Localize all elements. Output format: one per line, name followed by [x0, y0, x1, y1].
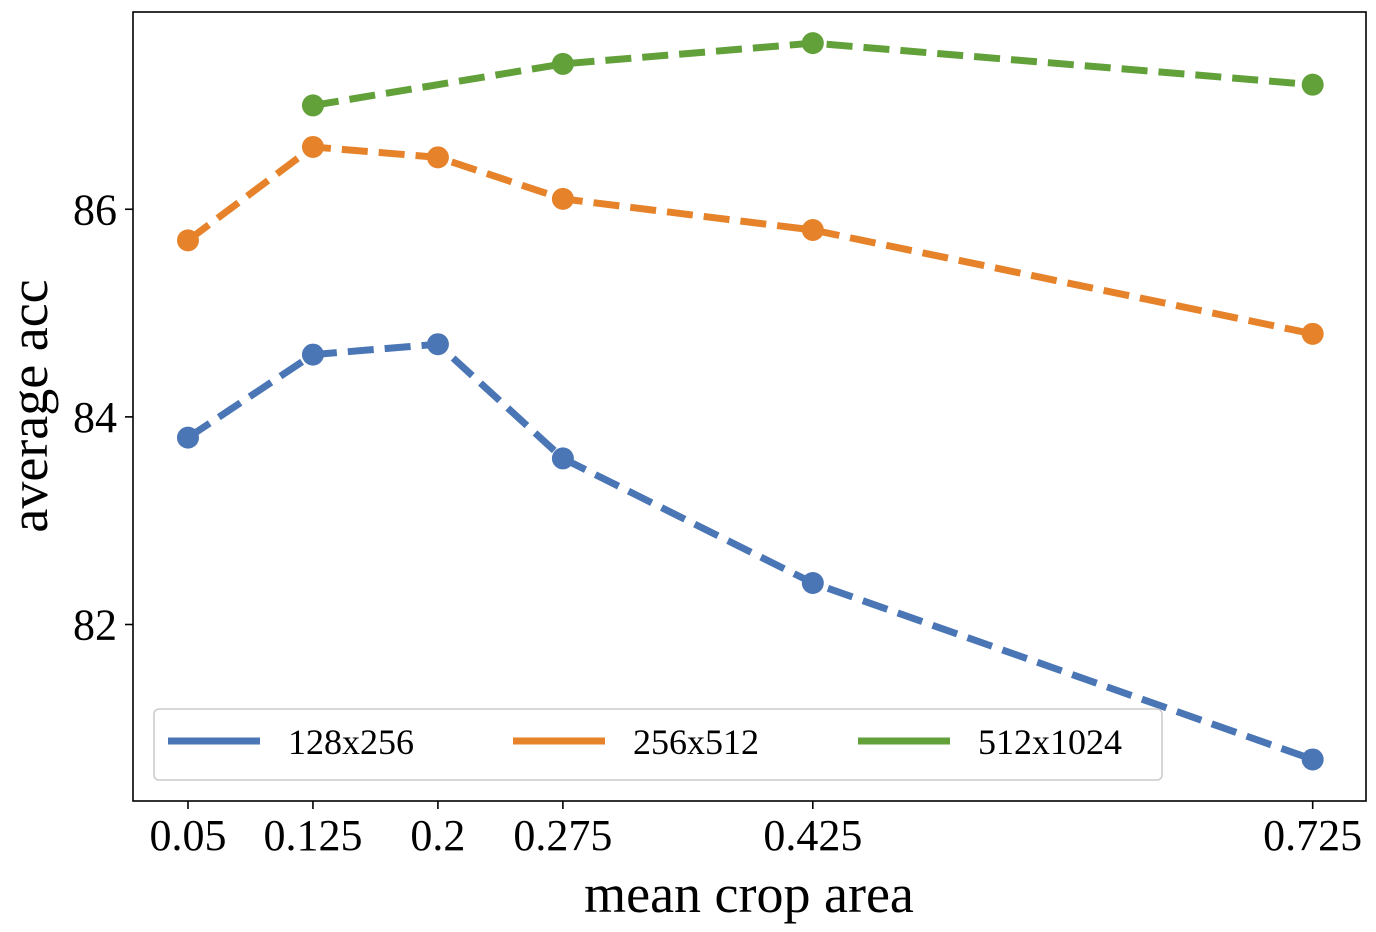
- series-line-128x256: [186, 340, 1314, 763]
- x-tick-label: 0.275: [513, 811, 612, 860]
- legend: 128x256 256x512 512x1024: [153, 708, 1163, 781]
- series-128x256: [176, 333, 1324, 771]
- x-axis: 0.05 0.125 0.2 0.275 0.425 0.725: [149, 801, 1362, 860]
- series-512x1024: [301, 32, 1324, 117]
- data-point-128x256: [801, 571, 824, 594]
- series-line-512x1024: [312, 39, 1313, 109]
- data-point-512x1024: [1301, 73, 1324, 96]
- data-point-256x512: [801, 219, 824, 242]
- legend-label-128x256: 128x256: [288, 722, 414, 762]
- series-layer: [176, 32, 1324, 771]
- y-axis-title: average acc: [0, 279, 59, 532]
- data-point-512x1024: [301, 94, 324, 117]
- data-point-256x512: [1301, 322, 1324, 345]
- y-axis: 82 84 86: [73, 185, 133, 650]
- legend-label-256x512: 256x512: [633, 722, 759, 762]
- x-tick-label: 0.2: [410, 811, 465, 860]
- y-tick-label: 82: [73, 601, 117, 650]
- data-point-128x256: [426, 333, 449, 356]
- data-point-256x512: [551, 187, 574, 210]
- x-tick-label: 0.125: [263, 811, 362, 860]
- x-tick-label: 0.725: [1263, 811, 1362, 860]
- data-point-128x256: [1301, 748, 1324, 771]
- y-tick-label: 84: [73, 393, 117, 442]
- y-tick-label: 86: [73, 185, 117, 234]
- x-tick-label: 0.05: [149, 811, 226, 860]
- data-point-512x1024: [801, 32, 824, 55]
- data-point-512x1024: [551, 52, 574, 75]
- x-tick-label: 0.425: [763, 811, 862, 860]
- x-axis-title: mean crop area: [584, 864, 914, 924]
- data-point-128x256: [301, 343, 324, 366]
- series-256x512: [176, 135, 1324, 345]
- data-point-128x256: [551, 447, 574, 470]
- data-point-256x512: [301, 135, 324, 158]
- series-line-256x512: [185, 143, 1314, 338]
- data-point-256x512: [426, 146, 449, 169]
- data-point-128x256: [176, 426, 199, 449]
- data-point-256x512: [176, 229, 199, 252]
- legend-box: [153, 708, 1163, 781]
- plot-area-frame: [132, 11, 1367, 802]
- legend-label-512x1024: 512x1024: [978, 722, 1122, 762]
